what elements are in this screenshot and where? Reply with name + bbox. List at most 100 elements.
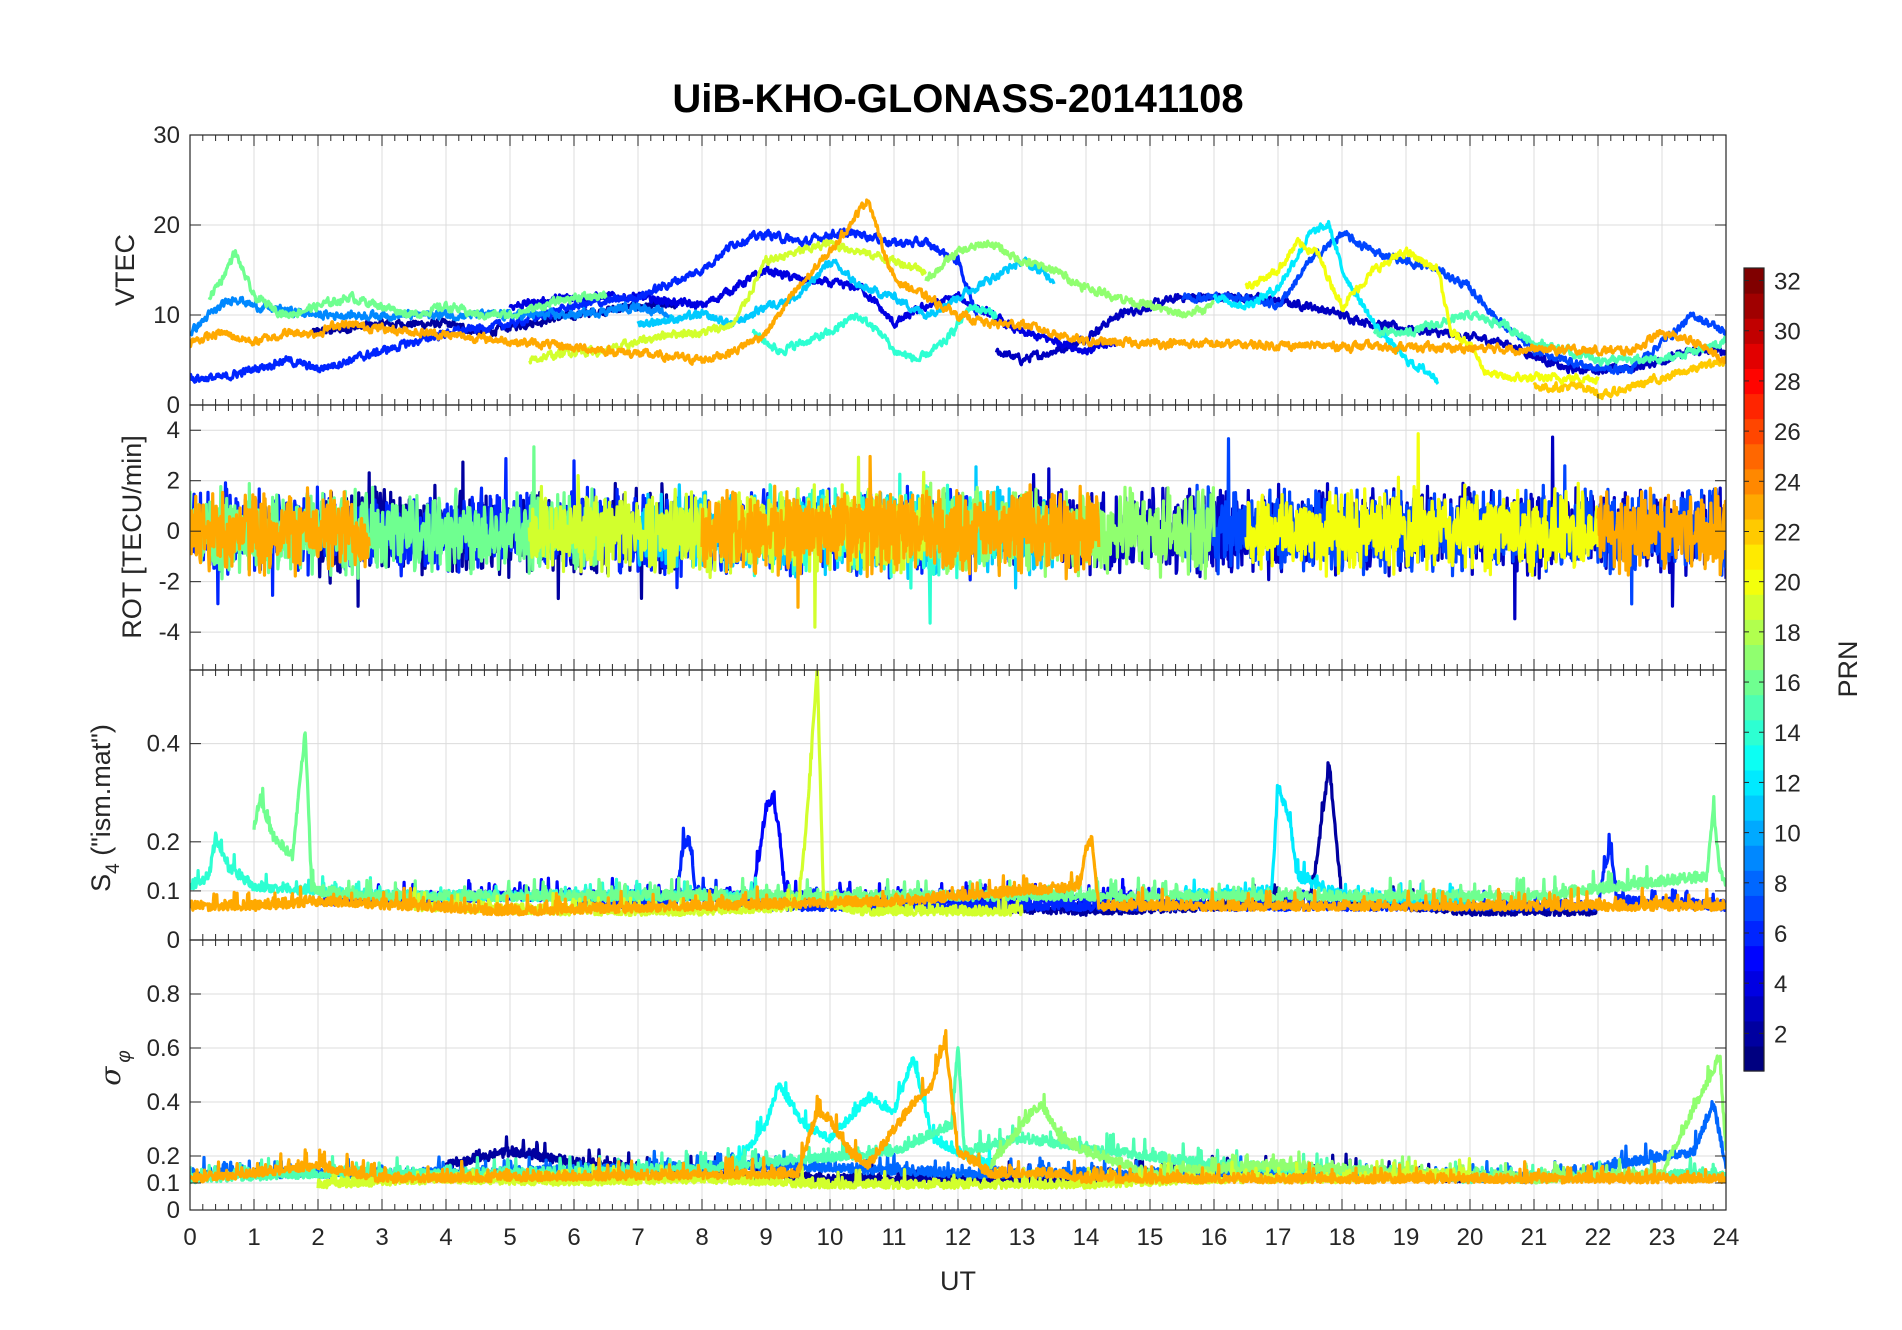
colorbar-band <box>1744 895 1764 922</box>
x-tick-label: 7 <box>631 1224 644 1251</box>
y-tick-label: 0 <box>167 1197 180 1224</box>
colorbar-tick-label: 14 <box>1774 720 1801 747</box>
series-line-prn-16 <box>207 249 608 321</box>
colorbar-band <box>1744 794 1764 821</box>
y-tick-label: 2 <box>167 468 180 495</box>
series-line-prn-23 <box>190 486 371 578</box>
y-tick-label: 0.8 <box>147 981 180 1008</box>
series-line-prn-23 <box>190 198 1726 366</box>
colorbar-band <box>1744 544 1764 570</box>
x-tick-label: 9 <box>759 1224 772 1251</box>
series-line-prn-16 <box>252 731 1726 903</box>
series-line-prn-12 <box>1212 219 1440 385</box>
colorbar-band <box>1744 418 1764 445</box>
s4-panel: 0 0.1 0.2 0.4 S4 ("ism.mat") <box>86 669 1727 954</box>
x-tick-label: 12 <box>945 1224 972 1251</box>
x-tick-label: 11 <box>882 1224 907 1251</box>
x-tick-label: 3 <box>375 1224 388 1251</box>
colorbar-band <box>1744 393 1764 420</box>
x-axis: 0 1 2 3 4 5 6 7 8 9 10 11 12 13 14 15 16 17 18 19 20 21 22 23 24 <box>183 1224 1739 1251</box>
chart-title: UiB-KHO-GLONASS-20141108 <box>672 77 1243 121</box>
sigma-panel: 00.10.2 0.4 0.6 0.8 σφ <box>94 939 1727 1224</box>
series-line-prn-17 <box>924 239 1216 319</box>
rot-ylabel: ROT [TECU/min] <box>117 435 147 639</box>
colorbar-band <box>1744 719 1764 746</box>
colorbar-band <box>1744 920 1764 947</box>
colorbar-band <box>1744 1020 1764 1047</box>
colorbar-tick-label: 2 <box>1774 1021 1787 1048</box>
svg-text:σφ: σφ <box>94 1050 135 1086</box>
series-line-prn-23 <box>190 834 1726 917</box>
y-tick-label: 0.6 <box>147 1035 180 1062</box>
sigma-ticks: 00.10.2 0.4 0.6 0.8 <box>147 940 1727 1224</box>
colorbar-band <box>1744 493 1764 520</box>
colorbar-frame <box>1743 267 1765 1072</box>
vtec-panel: 0 10 20 30 VTEC <box>110 122 1727 419</box>
colorbar-tick-label: 10 <box>1774 821 1801 848</box>
colorbar-tick-label: 12 <box>1774 770 1801 797</box>
colorbar-band <box>1744 744 1764 771</box>
colorbar-tick-label: 20 <box>1774 570 1801 597</box>
y-tick-label: 20 <box>153 212 180 239</box>
x-tick-label: 2 <box>311 1224 324 1251</box>
y-tick-label: 0.1 <box>147 878 180 905</box>
colorbar-band <box>1744 569 1764 595</box>
y-tick-label: 0 <box>167 392 180 419</box>
y-tick-label: 0.1 <box>147 1170 180 1197</box>
vtec-ylabel: VTEC <box>110 234 140 306</box>
y-tick-label: 0.4 <box>147 731 180 758</box>
y-tick-label: -2 <box>159 569 180 596</box>
colorbar-band <box>1744 669 1764 696</box>
colorbar-band <box>1744 845 1764 871</box>
colorbar-band <box>1744 694 1764 721</box>
y-tick-label: 0.2 <box>147 829 180 856</box>
colorbar-tick-label: 26 <box>1774 419 1801 446</box>
colorbar-tick-label: 28 <box>1774 369 1801 396</box>
colorbar-band <box>1744 619 1764 646</box>
x-tick-label: 20 <box>1457 1224 1484 1251</box>
x-tick-label: 13 <box>1009 1224 1036 1251</box>
colorbar-tick-label: 30 <box>1774 319 1801 346</box>
vtec-grid <box>189 134 1727 406</box>
vtec-series-group <box>190 198 1726 401</box>
sigma-series-group <box>190 1028 1726 1191</box>
colorbar-tick-label: 18 <box>1774 620 1801 647</box>
x-tick-label: 5 <box>503 1224 516 1251</box>
colorbar-band <box>1744 1045 1764 1072</box>
colorbar-band <box>1744 468 1764 495</box>
series-line-prn-7 <box>1180 230 1726 376</box>
s4-ticks: 0 0.1 0.2 0.4 <box>147 670 1727 954</box>
colorbar-band <box>1744 343 1764 369</box>
rot-series-group <box>190 432 1726 629</box>
colorbar-label: PRN <box>1833 640 1863 697</box>
series-line-prn-20 <box>1244 432 1600 578</box>
colorbar-tick-label: 32 <box>1774 269 1801 296</box>
s4-series-group <box>190 670 1726 918</box>
series-line-prn-23 <box>1596 486 1726 577</box>
y-tick-label: 0.4 <box>147 1089 180 1116</box>
x-tick-label: 1 <box>247 1224 260 1251</box>
x-tick-label: 14 <box>1073 1224 1100 1251</box>
x-tick-label: 19 <box>1393 1224 1420 1251</box>
s4-ylabel: S4 ("ism.mat") <box>86 724 124 892</box>
s4-ylabel-subscript: 4 <box>103 863 124 874</box>
series-line-prn-23 <box>190 1028 1726 1185</box>
x-tick-label: 10 <box>817 1224 844 1251</box>
colorbar-band <box>1744 368 1764 395</box>
colorbar-band <box>1744 820 1764 846</box>
x-tick-label: 17 <box>1265 1224 1292 1251</box>
series-line-prn-20 <box>1244 236 1600 386</box>
y-tick-label: 0 <box>167 927 180 954</box>
x-tick-label: 24 <box>1713 1224 1740 1251</box>
x-tick-label: 22 <box>1585 1224 1612 1251</box>
series-line-prn-12 <box>1180 783 1472 908</box>
sigma-ylabel: σφ <box>94 1050 135 1086</box>
series-line-prn-22 <box>1532 355 1726 401</box>
x-tick-label: 6 <box>567 1224 580 1251</box>
series-line-prn-23 <box>700 454 1101 609</box>
x-tick-label: 18 <box>1329 1224 1356 1251</box>
colorbar-band <box>1744 644 1764 671</box>
x-tick-label: 15 <box>1137 1224 1164 1251</box>
